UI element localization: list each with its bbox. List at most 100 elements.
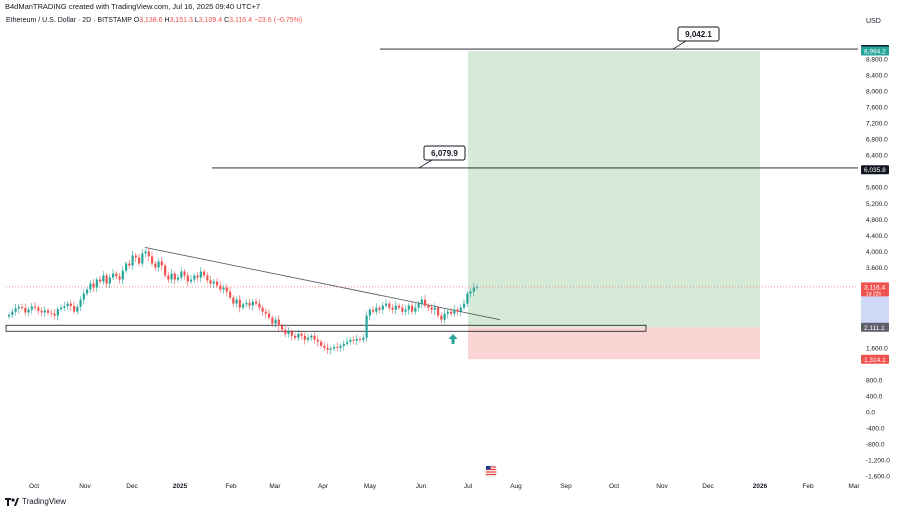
symbol-name: Ethereum / U.S. Dollar · 2D · BITSTAMP xyxy=(6,17,132,24)
candle-body xyxy=(17,306,20,309)
price-axis[interactable]: -1,600.0 -1,200.0 -800.0 -400.0 0.0 400.0 800.… xyxy=(861,45,890,481)
symbol-legend[interactable]: Ethereum / U.S. Dollar · 2D · BITSTAMP O… xyxy=(6,17,302,24)
time-tick-label: Oct xyxy=(29,483,39,490)
candle-body xyxy=(43,310,46,313)
time-tick-label: 2026 xyxy=(753,483,768,490)
tradingview-footer[interactable]: TradingView xyxy=(5,497,66,506)
candle-body xyxy=(144,251,147,254)
candle-body xyxy=(206,275,209,281)
stop-badge: 1,314.1 xyxy=(864,357,886,364)
price-tick-label: -1,200.0 xyxy=(866,458,890,465)
candle-body xyxy=(232,297,235,304)
candle-body xyxy=(118,276,121,280)
open-label: O xyxy=(133,17,140,24)
candle-body xyxy=(199,271,202,278)
candle-body xyxy=(466,293,469,304)
candle-body xyxy=(359,338,362,340)
candle-body xyxy=(105,275,108,284)
candle-body xyxy=(11,311,14,315)
candle-body xyxy=(385,303,388,306)
candle-body xyxy=(378,307,381,310)
tradingview-brand: TradingView xyxy=(22,497,67,506)
candle-body xyxy=(76,306,79,312)
candle-body xyxy=(268,313,271,318)
candle-body xyxy=(365,315,368,338)
candle-body xyxy=(56,309,59,316)
price-tick-label: 7,200.0 xyxy=(866,120,888,127)
candle-body xyxy=(235,299,238,304)
level-badge-6036: 6,035.8 xyxy=(864,167,886,174)
price-tick-label: -1,600.0 xyxy=(866,474,890,481)
candle-body xyxy=(346,341,349,344)
high-value: 3,151.3 xyxy=(169,17,193,24)
candle-body xyxy=(82,293,85,300)
candle-body xyxy=(245,302,248,305)
candle-body xyxy=(320,341,323,346)
candle-body xyxy=(37,307,40,311)
candle-body xyxy=(391,307,394,310)
candle-body xyxy=(50,312,53,314)
high-label: H xyxy=(164,17,170,24)
candle-body xyxy=(355,338,358,341)
price-tick-label: -400.0 xyxy=(866,426,885,433)
candle-body xyxy=(248,302,251,306)
time-tick-label: Nov xyxy=(656,483,668,490)
change-value: −23.6 (−0.75%) xyxy=(253,17,303,24)
level-callout-9042-pointer xyxy=(672,40,687,50)
stop-badge-bg xyxy=(861,354,889,364)
price-tick-label: 4,400.0 xyxy=(866,233,888,240)
candle-body xyxy=(450,311,453,314)
level-callout-9042: 9,042.1 xyxy=(685,30,712,39)
time-tick-label: May xyxy=(364,483,377,490)
candle-body xyxy=(14,308,17,312)
time-tick-label: Aug xyxy=(510,483,522,490)
time-axis[interactable]: Oct Nov Dec 2025 Feb Mar Apr May Jun Jul Aug Sep Oct… xyxy=(29,464,860,490)
chart-attribution: B4dManTRADING created with TradingView.c… xyxy=(5,2,261,11)
candle-body xyxy=(281,325,284,330)
price-tick-label: 6,400.0 xyxy=(866,153,888,160)
candle-body xyxy=(212,281,215,284)
candle-body xyxy=(242,304,245,308)
level-callout-9042-box xyxy=(677,26,720,42)
time-tick-label: Mar xyxy=(269,483,281,490)
candle-body xyxy=(229,291,232,298)
candle-body xyxy=(404,309,407,312)
us-event-icon xyxy=(484,464,498,478)
target-badge: 8,994.2 xyxy=(864,48,886,55)
candle-body xyxy=(167,275,170,280)
price-tick-label: 4,800.0 xyxy=(866,217,888,224)
time-tick-label: Oct xyxy=(609,483,619,490)
candle-body xyxy=(414,307,417,312)
candle-body xyxy=(180,271,183,278)
time-tick-label: Dec xyxy=(702,483,714,490)
candle-body xyxy=(388,303,391,308)
candle-body xyxy=(60,307,63,310)
candle-body xyxy=(183,271,186,276)
candle-body xyxy=(209,280,212,284)
time-tick-label: Dec xyxy=(126,483,138,490)
level-callout-6080: 6,079.9 xyxy=(431,149,458,158)
candle-body xyxy=(411,305,414,312)
price-tick-label: 400.0 xyxy=(866,393,883,400)
candles xyxy=(8,248,479,355)
price-tick-label: 8,800.0 xyxy=(866,56,888,63)
candle-body xyxy=(102,275,105,282)
candle-body xyxy=(456,309,459,312)
price-tick-label: 3,600.0 xyxy=(866,265,888,272)
currency-label[interactable]: USD xyxy=(866,18,881,25)
time-tick-label: Sep xyxy=(560,483,572,490)
candle-body xyxy=(274,319,277,324)
up-arrow-icon xyxy=(448,334,458,344)
candle-body xyxy=(446,311,449,314)
price-tick-label: 0.0 xyxy=(866,410,875,417)
candle-body xyxy=(440,315,443,320)
candle-body xyxy=(34,306,37,308)
candle-body xyxy=(95,279,98,288)
candle-body xyxy=(134,255,137,258)
low-label: L xyxy=(194,17,199,24)
time-tick-label: Feb xyxy=(225,483,237,490)
candle-body xyxy=(472,287,475,292)
time-tick-label: Jun xyxy=(416,483,427,490)
candle-body xyxy=(313,335,316,340)
